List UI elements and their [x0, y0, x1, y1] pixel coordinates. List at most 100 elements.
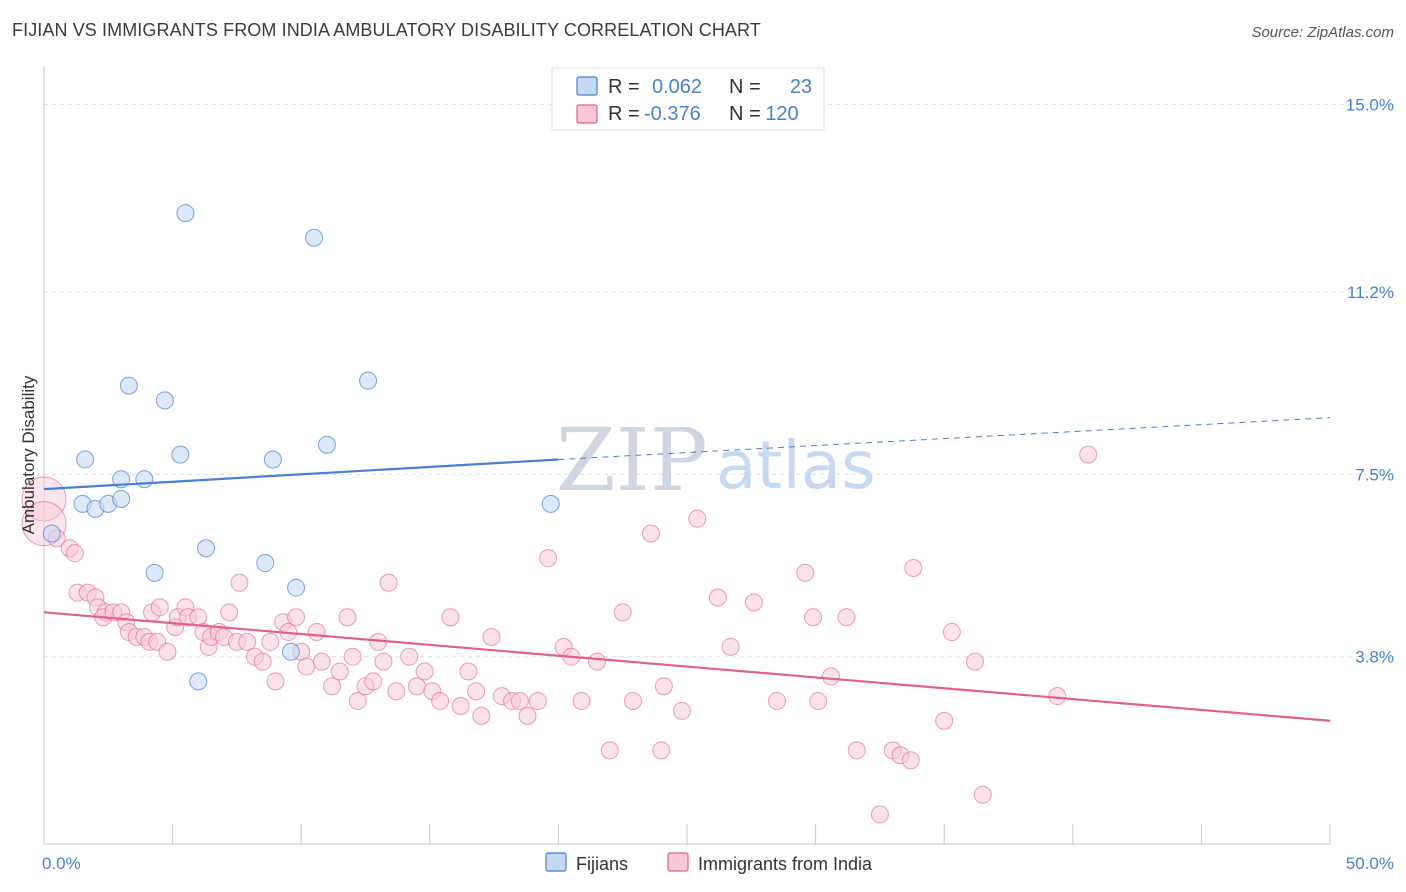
india-point	[407, 677, 426, 696]
legend-swatch-india	[576, 104, 598, 124]
india-point	[654, 677, 673, 696]
trend-lines	[43, 417, 1331, 722]
india-point	[641, 524, 660, 543]
india-point	[768, 692, 787, 711]
legend: R = 0.062 N = 23 R = -0.376 N = 120	[551, 67, 825, 131]
fijian-point	[42, 524, 61, 543]
india-point	[935, 711, 954, 730]
india-point	[415, 662, 434, 681]
india-point	[330, 662, 349, 681]
india-point	[809, 692, 828, 711]
india-point	[467, 682, 486, 701]
india-point	[721, 637, 740, 656]
india-point	[472, 706, 491, 725]
india-point	[266, 672, 285, 691]
bottom-legend-label-india: Immigrants from India	[698, 854, 873, 874]
india-trend-line	[43, 611, 1331, 722]
fijian-point	[287, 578, 306, 597]
y-tick-label: 15.0%	[1346, 96, 1394, 115]
legend-n-label-fijians: N =	[729, 76, 761, 98]
india-point	[307, 623, 326, 642]
fijian-point	[359, 371, 378, 390]
axes	[43, 66, 1331, 845]
india-point	[901, 751, 920, 770]
india-point	[572, 692, 591, 711]
fijian-point	[155, 391, 174, 410]
fijian-point	[256, 554, 275, 573]
india-point	[312, 652, 331, 671]
x-tick-label-start: 0.0%	[42, 854, 81, 873]
india-point	[348, 692, 367, 711]
india-point	[65, 544, 84, 563]
bottom-legend-swatch-india	[667, 852, 689, 872]
india-point	[441, 608, 460, 627]
india-point	[528, 692, 547, 711]
fijian-point	[112, 489, 131, 508]
watermark-zip: ZIP	[556, 411, 708, 511]
x-tick-labels: 0.0% 50.0%	[42, 854, 1394, 873]
legend-n-value-fijians: 23	[790, 76, 812, 98]
india-point	[708, 588, 727, 607]
bottom-legend-label-fijians: Fijians	[576, 854, 628, 874]
india-point	[364, 672, 383, 691]
india-point	[539, 549, 558, 568]
watermark: ZIP atlas	[556, 411, 876, 511]
india-point	[238, 632, 257, 651]
india-point	[343, 647, 362, 666]
india-point	[297, 657, 316, 676]
legend-r-value-fijians: 0.062	[652, 76, 702, 98]
india-point	[942, 623, 961, 642]
india-point	[158, 642, 177, 661]
india-point	[253, 652, 272, 671]
bottom-legend-swatch-fijians	[545, 852, 567, 872]
india-point	[261, 632, 280, 651]
fijian-point	[119, 376, 138, 395]
y-tick-label: 7.5%	[1355, 465, 1394, 484]
india-point	[220, 603, 239, 622]
y-tick-label: 3.8%	[1355, 648, 1394, 667]
legend-n-value-india: 120	[765, 103, 798, 125]
india-point	[870, 805, 889, 824]
india-point	[323, 677, 342, 696]
india-point	[451, 696, 470, 715]
legend-swatch-fijians	[576, 76, 598, 96]
india-point	[400, 647, 419, 666]
fijian-point	[171, 445, 190, 464]
bottom-legend: Fijians Immigrants from India	[545, 852, 873, 874]
india-point	[587, 652, 606, 671]
fijian-point	[263, 450, 282, 469]
chart-source: Source: ZipAtlas.com	[1251, 24, 1394, 41]
fijian-trend-line	[43, 458, 559, 491]
india-point	[973, 785, 992, 804]
india-point	[796, 563, 815, 582]
india-point	[1048, 687, 1067, 706]
india-point	[623, 692, 642, 711]
y-axis-title: Ambulatory Disability	[19, 375, 38, 534]
legend-r-value-india: -0.376	[644, 103, 701, 125]
india-point	[804, 608, 823, 627]
india-point	[379, 573, 398, 592]
india-point	[387, 682, 406, 701]
india-point	[613, 603, 632, 622]
fijian-point	[305, 228, 324, 247]
india-point	[518, 706, 537, 725]
watermark-atlas: atlas	[716, 427, 876, 504]
india-point	[230, 573, 249, 592]
india-point	[966, 652, 985, 671]
india-point	[374, 652, 393, 671]
india-point	[688, 509, 707, 528]
fijian-point	[176, 204, 195, 223]
fijian-point	[317, 435, 336, 454]
fijian-point	[197, 539, 216, 558]
india-point	[1079, 445, 1098, 464]
india-point	[287, 608, 306, 627]
fijian-point	[189, 672, 208, 691]
india-point	[600, 741, 619, 760]
fijian-point	[135, 470, 154, 489]
x-tick-label-end: 50.0%	[1346, 854, 1394, 873]
india-point	[744, 593, 763, 612]
grid-lines	[44, 104, 1394, 658]
chart-title: FIJIAN VS IMMIGRANTS FROM INDIA AMBULATO…	[12, 20, 761, 40]
fijian-point	[541, 494, 560, 513]
